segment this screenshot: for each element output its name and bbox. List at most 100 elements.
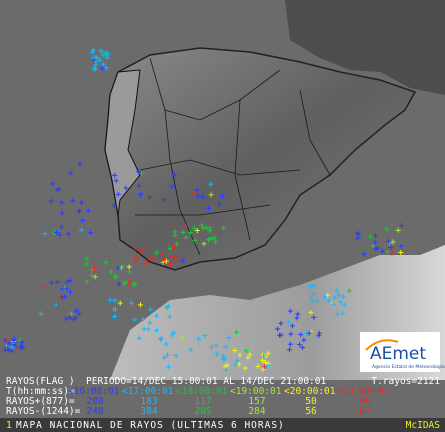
logo: AEmet Agencia Estatal de Meteorología [360,332,445,372]
negative-count: 384 [140,406,157,417]
strike [205,237,211,243]
strike [355,235,361,241]
time-bin: <20:00:01 [284,386,336,397]
negative-count: 56 [305,406,317,417]
strike [76,311,82,317]
strike [288,331,294,337]
strike [346,288,352,294]
strike [208,236,214,242]
strike [294,315,300,321]
strike [361,251,367,257]
strike [85,208,91,214]
portugal [104,69,141,216]
footer-source: McIDAS [406,420,441,431]
strike [91,265,97,271]
strike [139,170,145,176]
strike [111,203,117,209]
strike [213,239,219,245]
strike [147,320,153,326]
strike [194,187,200,193]
strike [56,186,62,192]
strike [131,317,137,323]
footer-bar [0,418,445,432]
strike [265,350,271,356]
strike [322,293,328,299]
strike [144,260,150,266]
strike [147,307,153,313]
strike [38,311,44,317]
strike [84,278,90,284]
strike [159,251,165,257]
strike [136,169,142,175]
strike [64,279,70,285]
header-total: T.rayos=2121 [371,376,440,387]
strike [91,57,97,63]
strike [180,229,186,235]
strike [145,246,151,252]
strike [165,303,171,309]
strike [120,263,126,269]
strike [309,295,315,301]
strike [54,279,60,285]
strike [207,225,213,231]
strike [278,332,284,338]
strike [138,192,144,198]
strike [275,326,281,332]
strike [9,344,15,350]
time-bin: <19:00:01 [230,386,282,397]
strike [301,337,307,343]
strike [298,332,304,338]
strike [340,310,346,316]
strike [223,367,229,373]
strike [216,201,222,207]
footer-title: MAPA NACIONAL DE RAYOS (ULTIMAS 6 HORAS) [16,420,285,431]
strike [317,330,323,336]
strike [78,227,84,233]
strike [334,288,340,294]
strike [214,351,220,357]
strike [208,181,214,187]
strike [97,57,103,63]
strike [154,328,160,334]
positive-count: 50 [305,396,317,407]
strike [2,347,8,353]
strike [115,191,121,197]
strike [70,316,76,322]
strike [314,298,320,304]
strike [300,345,306,351]
strike [115,265,121,271]
strike [123,185,129,191]
strike [161,197,167,203]
strike [100,61,106,67]
strike [172,232,178,238]
strike [260,352,266,358]
strike [295,311,301,317]
strike [208,192,214,198]
strike [116,281,122,287]
strike [232,347,238,353]
strike [112,274,118,280]
strike [68,311,74,317]
negative-count: 284 [248,406,265,417]
time-bin: <16:00:01 [68,386,120,397]
strike [48,198,54,204]
strike [219,193,225,199]
strike [68,170,74,176]
strike [389,250,395,256]
strike [261,353,267,359]
strike [88,230,94,236]
strike [172,255,178,261]
logo-arc [365,339,399,351]
strike [54,230,60,236]
strike [158,337,164,343]
strike [325,292,331,298]
strike [91,65,97,71]
strike [89,267,95,273]
strike [242,365,248,371]
strike [126,269,132,275]
strike [191,191,197,197]
strike [335,311,341,317]
strike [199,222,205,228]
strike [126,264,132,270]
strike [40,284,46,290]
